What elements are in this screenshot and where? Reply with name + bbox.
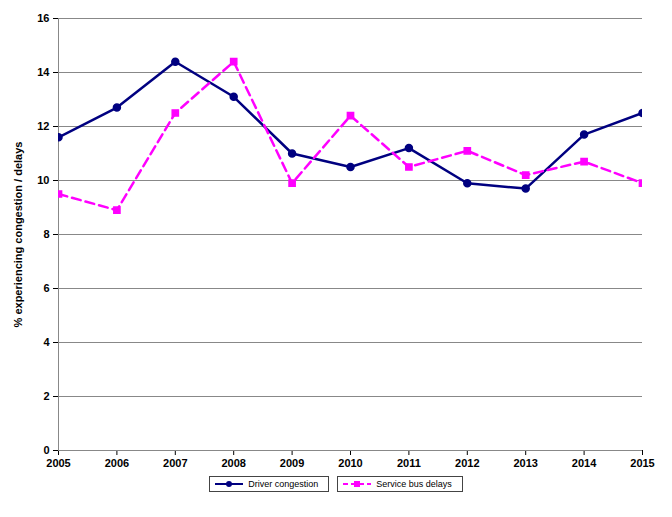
html-text:Driver congestion: Driver congestion	[248, 479, 319, 489]
svg-text:2005: 2005	[46, 457, 70, 469]
svg-text:2013: 2013	[513, 457, 537, 469]
svg-text:% experiencing congestion / de: % experiencing congestion / delays	[12, 142, 24, 328]
svg-text:2009: 2009	[280, 457, 304, 469]
svg-text:2014: 2014	[572, 457, 597, 469]
svg-text:8: 8	[43, 228, 49, 240]
svg-text:2007: 2007	[163, 457, 187, 469]
svg-text:2015: 2015	[630, 457, 654, 469]
svg-text:10: 10	[37, 174, 49, 186]
svg-text:14: 14	[37, 66, 50, 78]
html-text:Service bus delays: Service bus delays	[376, 479, 452, 489]
svg-text:4: 4	[43, 336, 50, 348]
svg-text:2010: 2010	[338, 457, 362, 469]
svg-text:0: 0	[43, 444, 49, 456]
svg-text:2006: 2006	[105, 457, 129, 469]
svg-text:2011: 2011	[397, 457, 421, 469]
svg-text:2008: 2008	[221, 457, 245, 469]
svg-text:2: 2	[43, 390, 49, 402]
svg-text:2012: 2012	[455, 457, 479, 469]
svg-text:6: 6	[43, 282, 49, 294]
svg-text:12: 12	[37, 120, 49, 132]
svg-text:16: 16	[37, 12, 49, 24]
